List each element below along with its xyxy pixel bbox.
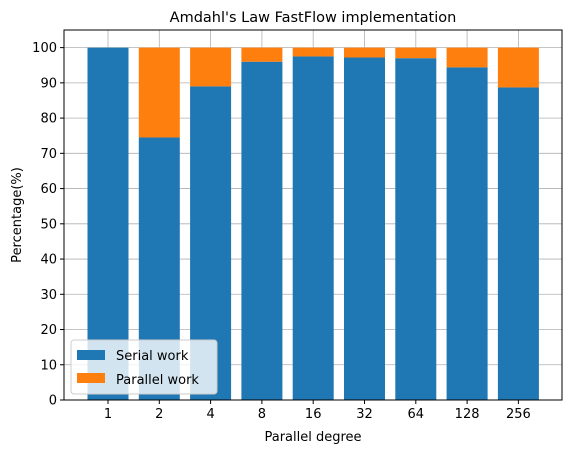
legend-label-serial: Serial work bbox=[116, 349, 189, 364]
x-axis: 1 2 4 8 16 32 64 128 256 bbox=[104, 400, 531, 422]
y-tick-label: 30 bbox=[40, 288, 57, 303]
legend-swatch-parallel bbox=[77, 373, 105, 383]
legend: Serial work Parallel work bbox=[70, 339, 218, 395]
y-tick-label: 100 bbox=[32, 41, 57, 56]
y-tick-label: 90 bbox=[40, 76, 57, 91]
bar-parallel-work bbox=[446, 47, 488, 68]
y-axis: 0 10 20 30 40 50 60 70 80 90 100 bbox=[32, 41, 64, 409]
y-tick-label: 80 bbox=[40, 112, 57, 127]
bar-serial-work bbox=[446, 67, 488, 400]
y-tick-label: 60 bbox=[40, 182, 57, 197]
legend-label-parallel: Parallel work bbox=[116, 373, 199, 388]
y-tick-label: 20 bbox=[40, 323, 57, 338]
x-tick-label: 8 bbox=[258, 407, 266, 422]
bar-parallel-work bbox=[190, 47, 232, 87]
x-tick-label: 16 bbox=[305, 407, 322, 422]
bar-serial-work bbox=[497, 87, 539, 400]
y-tick-label: 10 bbox=[40, 358, 57, 373]
x-tick-label: 64 bbox=[408, 407, 425, 422]
x-tick-label: 256 bbox=[506, 407, 531, 422]
bar-serial-work bbox=[395, 58, 437, 400]
bar-parallel-work bbox=[395, 47, 437, 59]
bar-parallel-work bbox=[497, 47, 539, 88]
legend-box bbox=[70, 339, 218, 395]
bar-parallel-work bbox=[292, 47, 334, 57]
x-tick-label: 2 bbox=[155, 407, 163, 422]
chart-title: Amdahl's Law FastFlow implementation bbox=[170, 10, 457, 26]
y-tick-label: 50 bbox=[40, 217, 57, 232]
bar-serial-work bbox=[241, 61, 283, 400]
bar-parallel-work bbox=[241, 47, 283, 62]
bar-parallel-work bbox=[138, 47, 180, 138]
bar-serial-work bbox=[344, 57, 385, 400]
x-tick-label: 1 bbox=[104, 407, 112, 422]
y-tick-label: 40 bbox=[40, 253, 57, 268]
y-axis-label: Percentage(%) bbox=[10, 167, 25, 263]
x-axis-label: Parallel degree bbox=[264, 430, 361, 445]
bar-parallel-work bbox=[344, 47, 385, 58]
x-tick-label: 4 bbox=[206, 407, 214, 422]
x-tick-label: 32 bbox=[356, 407, 373, 422]
y-tick-label: 70 bbox=[40, 147, 57, 162]
y-tick-label: 0 bbox=[49, 394, 57, 409]
x-tick-label: 128 bbox=[455, 407, 480, 422]
legend-swatch-serial bbox=[77, 350, 105, 360]
bar-serial-work bbox=[292, 56, 334, 401]
